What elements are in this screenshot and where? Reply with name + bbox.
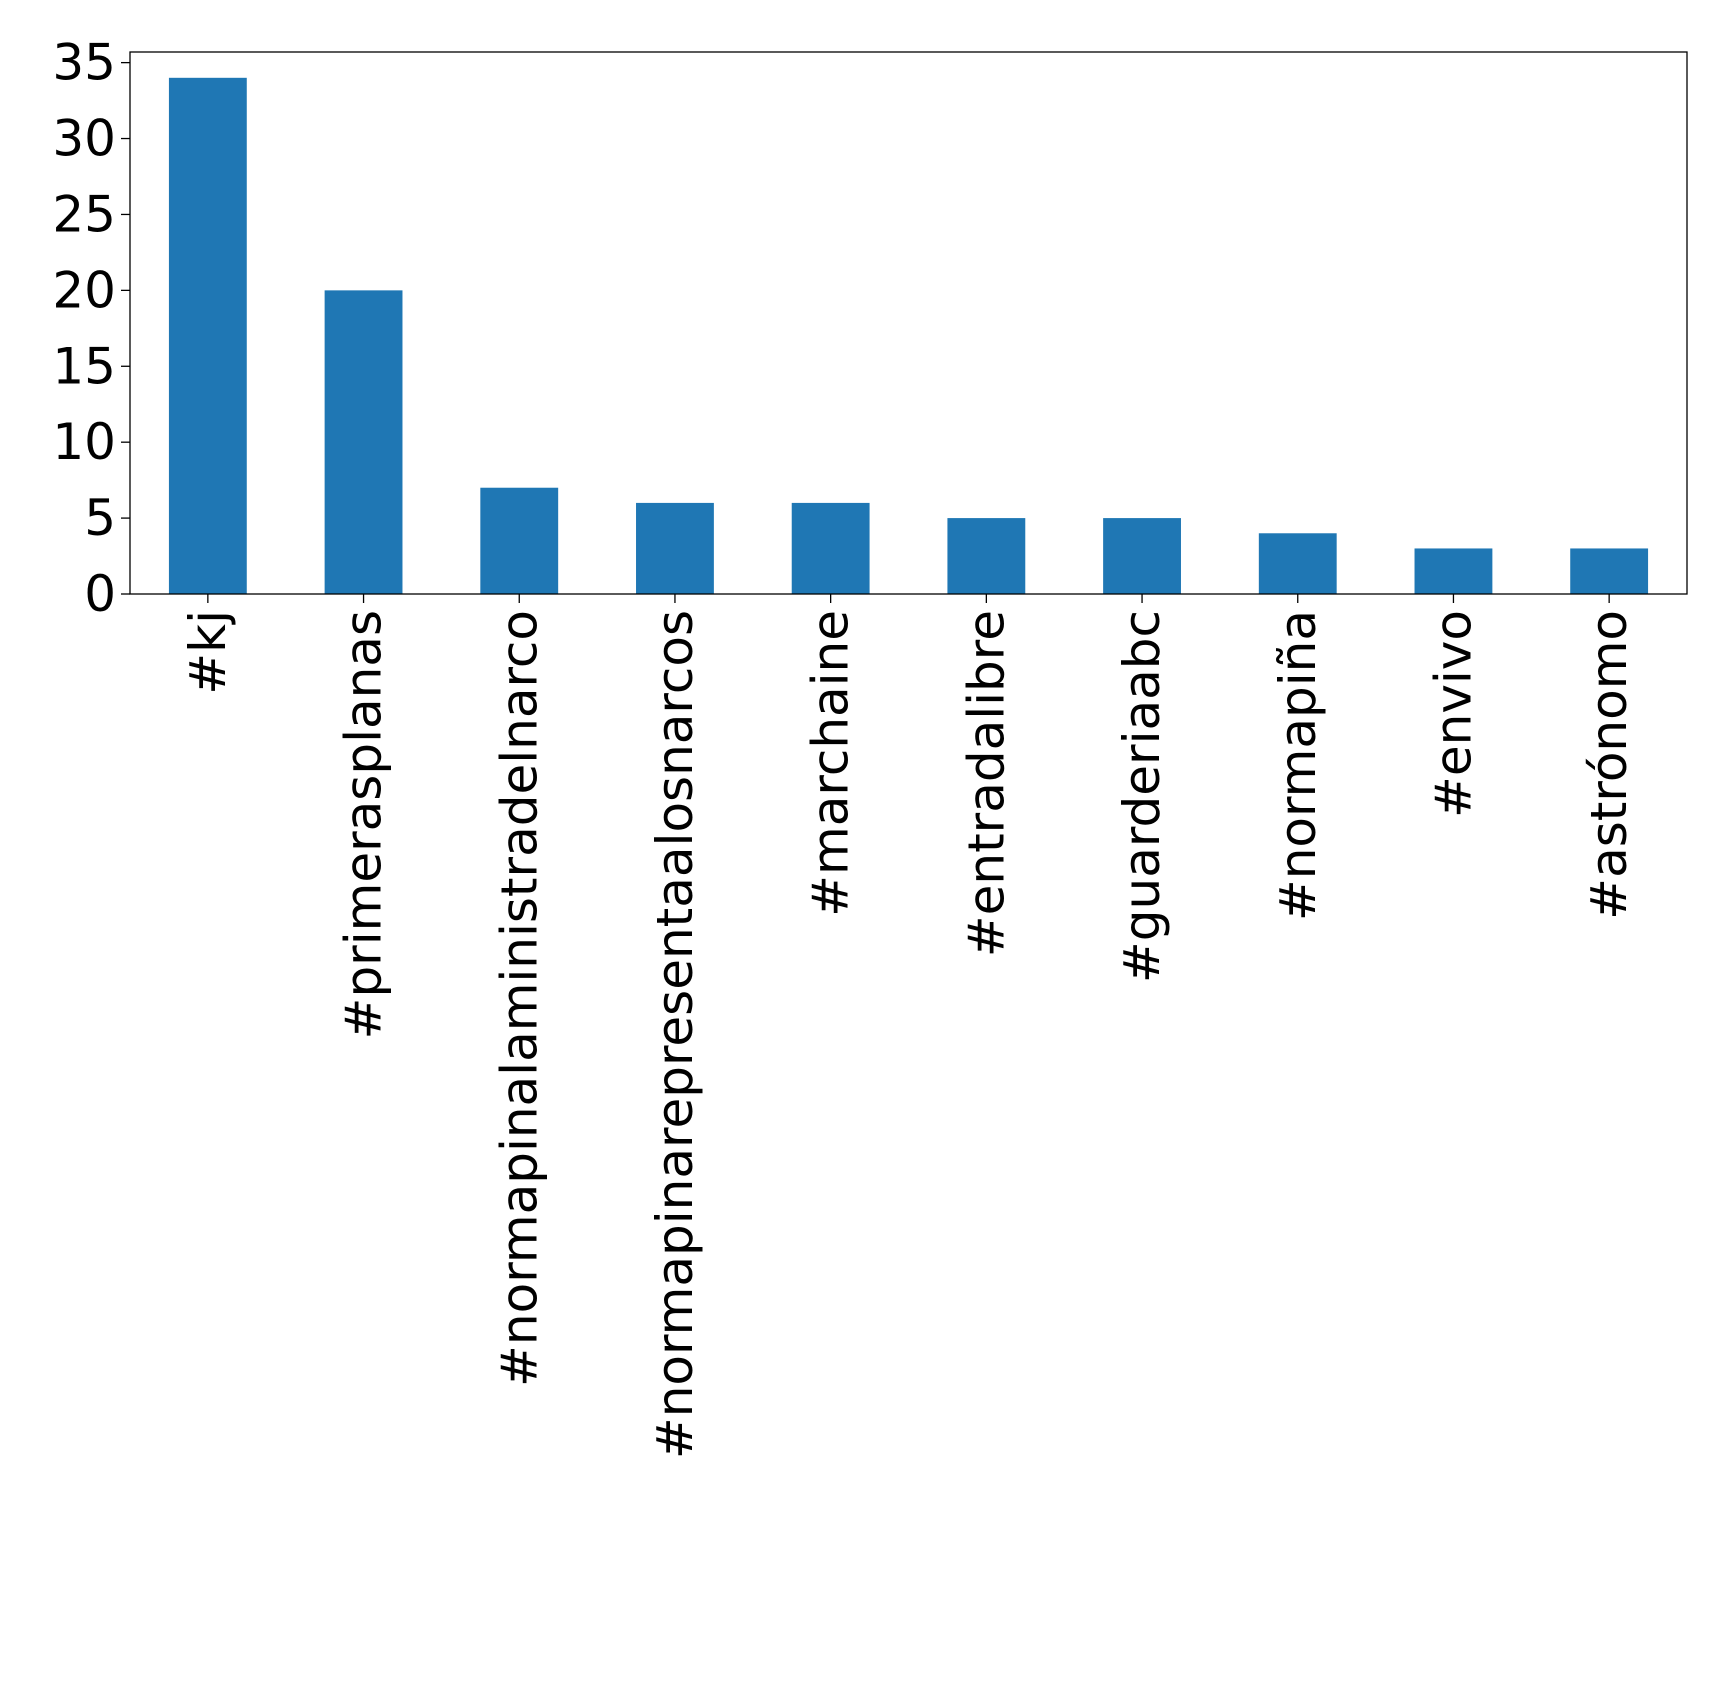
x-tick-label: #normapinarepresentaalosnarcos <box>646 610 704 1459</box>
y-tick-label: 25 <box>52 185 116 243</box>
bar <box>324 290 403 594</box>
x-tick-label: #guarderiaabc <box>1113 610 1171 983</box>
y-tick-label: 15 <box>52 337 116 395</box>
x-tick-label: #entradalibre <box>957 610 1015 957</box>
bar <box>636 502 714 594</box>
plot-frame <box>129 51 1688 595</box>
bar <box>1103 518 1181 594</box>
y-tick-label: 30 <box>52 110 116 168</box>
x-tick-label: #normapiña <box>1269 610 1327 921</box>
bars-group <box>168 77 1649 595</box>
bar <box>1258 533 1337 594</box>
bar <box>1570 548 1649 594</box>
bar <box>791 502 870 594</box>
bar <box>947 518 1026 594</box>
y-tick-label: 5 <box>84 489 116 547</box>
y-tick-label: 35 <box>52 34 116 92</box>
y-axis: 0 5 10 15 20 25 30 35 <box>52 34 130 623</box>
x-tick-label: #envivo <box>1424 610 1482 818</box>
bar <box>168 77 247 595</box>
x-tick-label: #primerasplanas <box>335 610 393 1039</box>
bar <box>1414 548 1493 594</box>
bar <box>480 487 559 594</box>
y-tick-label: 0 <box>84 565 116 623</box>
x-tick-label: #marchaine <box>802 610 860 917</box>
x-tick-label: #normapinalaministradelnarco <box>490 610 548 1387</box>
y-tick-label: 20 <box>52 261 116 319</box>
x-axis: #kj #primerasplanas #normapinalaministrade… <box>179 594 1638 1459</box>
x-tick-label: #astrónomo <box>1580 610 1638 920</box>
x-tick-label: #kj <box>179 610 237 695</box>
y-tick-label: 10 <box>52 413 116 471</box>
